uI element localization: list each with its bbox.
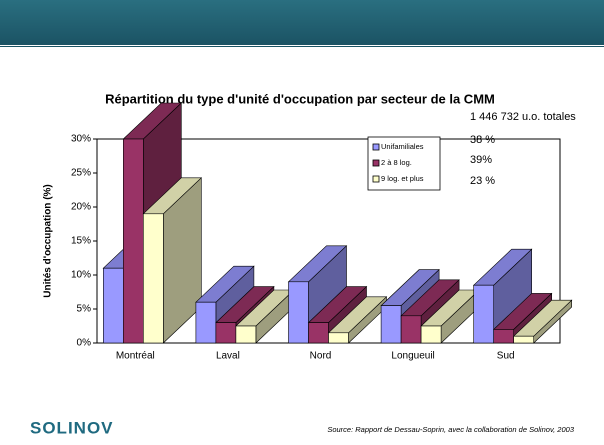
legend-box — [367, 136, 441, 191]
x-tick-label: Montréal — [116, 351, 155, 362]
y-tick-label: 20% — [71, 202, 91, 213]
bar-front — [123, 138, 144, 344]
y-tick-label: 25% — [71, 168, 91, 179]
annotation: 38 % — [470, 134, 495, 146]
y-tick-label: 15% — [71, 236, 91, 247]
bar-front — [513, 335, 535, 344]
legend-label: 2 à 8 log. — [381, 158, 412, 167]
bar-front — [195, 301, 217, 344]
legend-swatch — [372, 159, 380, 167]
y-tick-label: 10% — [71, 270, 91, 281]
bar-front — [328, 332, 349, 344]
x-tick-label: Sud — [497, 351, 515, 362]
bar-front — [235, 325, 257, 344]
bar-front — [103, 267, 124, 344]
annotation: 1 446 732 u.o. totales — [470, 111, 576, 123]
bar-front — [493, 329, 515, 344]
x-tick-label: Laval — [216, 351, 240, 362]
bar-front — [380, 305, 402, 344]
x-tick-label: Longueuil — [391, 351, 434, 362]
legend-label: 9 log. et plus — [381, 174, 424, 183]
annotation: 39% — [470, 154, 492, 166]
legend-label: Unifamiliales — [381, 142, 424, 151]
x-tick-label: Nord — [310, 351, 332, 362]
y-axis-label: Unités d'occupation (%) — [43, 184, 54, 298]
y-tick-label: 30% — [71, 134, 91, 145]
chart-title: Répartition du type d'unité d'occupation… — [105, 91, 495, 106]
legend: Unifamiliales 2 à 8 log. 9 log. et plus — [367, 136, 441, 191]
bar-front — [308, 322, 329, 344]
bar-front — [420, 325, 442, 344]
bar-front — [143, 213, 164, 344]
bar-front — [400, 315, 422, 344]
legend-swatch — [372, 175, 380, 183]
y-tick-label: 0% — [77, 338, 92, 349]
bar-front — [215, 322, 237, 344]
bar-front — [288, 281, 309, 344]
source-note: Source: Rapport de Dessau-Soprin, avec l… — [327, 425, 575, 434]
legend-swatch — [372, 143, 380, 151]
logo: SOLINOV — [30, 418, 114, 437]
header-band — [0, 0, 604, 45]
bar-front — [473, 284, 495, 344]
y-tick-label: 5% — [77, 304, 92, 315]
annotation: 23 % — [470, 175, 495, 187]
